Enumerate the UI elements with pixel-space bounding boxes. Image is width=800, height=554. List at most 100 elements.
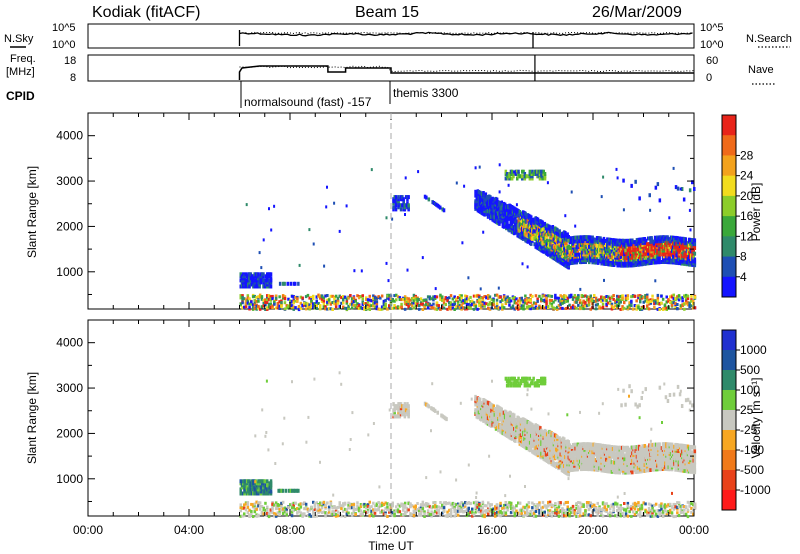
data-cell — [435, 301, 439, 305]
data-cell — [373, 508, 377, 512]
data-cell — [439, 513, 442, 517]
data-cell — [524, 383, 528, 388]
data-cell — [672, 293, 675, 297]
data-cell — [319, 501, 322, 505]
data-cell — [449, 503, 453, 507]
data-cell — [630, 505, 633, 508]
data-cell — [495, 504, 499, 507]
data-cell — [617, 303, 621, 307]
data-cell — [410, 301, 414, 305]
data-cell — [538, 501, 541, 505]
data-cell — [458, 297, 462, 301]
data-cell — [534, 294, 538, 298]
data-cell — [456, 507, 460, 511]
data-cell — [375, 296, 379, 300]
data-cell — [509, 306, 513, 310]
data-cell — [320, 297, 324, 301]
data-cell — [317, 293, 320, 297]
data-cell — [458, 294, 462, 297]
data-cell — [495, 510, 499, 514]
data-cell — [266, 294, 269, 298]
data-cell — [255, 296, 258, 299]
data-cell — [287, 304, 290, 308]
data-cell — [536, 172, 539, 176]
data-cell — [299, 502, 303, 506]
data-cell — [428, 505, 432, 509]
data-cell — [437, 204, 441, 209]
data-cell — [589, 506, 592, 510]
freq-left-tick-low: 8 — [70, 72, 76, 84]
data-cell — [372, 296, 375, 300]
data-cell — [292, 488, 295, 493]
data-cell — [262, 284, 265, 289]
data-cell — [442, 507, 446, 511]
data-cell — [262, 485, 265, 490]
data-cell — [547, 501, 550, 505]
data-cell — [677, 298, 681, 302]
data-cell — [322, 510, 326, 514]
data-cell — [409, 502, 412, 506]
data-cell — [499, 504, 502, 508]
data-cell — [667, 298, 670, 302]
data-cell — [505, 174, 509, 179]
data-cell — [368, 298, 371, 302]
data-cell — [634, 179, 637, 184]
data-cell — [531, 506, 534, 510]
data-cell — [531, 512, 534, 516]
data-cell — [421, 509, 425, 513]
data-cell — [406, 268, 409, 272]
data-cell — [382, 503, 386, 506]
data-cell — [517, 381, 520, 386]
data-cell — [334, 299, 338, 303]
data-cell — [455, 503, 458, 507]
data-cell — [241, 506, 244, 510]
data-cell — [649, 300, 653, 303]
data-cell — [650, 236, 653, 241]
data-cell — [418, 509, 421, 513]
data-cell — [241, 514, 244, 518]
data-cell — [267, 512, 271, 516]
data-cell — [529, 293, 532, 297]
data-cell — [260, 295, 264, 299]
data-cell — [591, 503, 594, 507]
data-cell — [406, 197, 409, 202]
data-cell — [494, 293, 497, 297]
data-cell — [667, 299, 670, 303]
data-cell — [281, 512, 285, 515]
data-cell — [670, 511, 674, 515]
data-cell — [522, 379, 525, 383]
data-cell — [290, 502, 294, 506]
data-cell — [253, 507, 257, 511]
data-cell — [626, 504, 630, 508]
data-cell — [521, 174, 524, 179]
data-cell — [264, 501, 267, 505]
data-cell — [262, 304, 265, 308]
data-cell — [610, 295, 614, 299]
data-cell — [455, 305, 458, 309]
data-cell — [405, 303, 409, 307]
data-cell — [441, 207, 444, 212]
data-cell — [259, 489, 263, 494]
data-cell — [426, 302, 430, 306]
data-cell — [651, 509, 654, 513]
data-cell — [646, 304, 649, 308]
data-cell — [514, 216, 517, 221]
data-cell — [359, 512, 363, 516]
data-cell — [483, 304, 486, 308]
data-cell — [649, 301, 653, 305]
data-cell — [317, 508, 320, 512]
data-cell — [308, 508, 311, 512]
data-cell — [277, 488, 280, 493]
data-cell — [274, 503, 278, 507]
data-cell — [400, 502, 403, 506]
data-cell — [471, 510, 474, 514]
data-cell — [242, 278, 245, 283]
data-cell — [631, 307, 635, 311]
data-cell — [693, 246, 697, 250]
data-cell — [679, 296, 683, 300]
data-cell — [345, 508, 349, 512]
data-cell — [522, 169, 525, 174]
data-cell — [399, 404, 403, 409]
data-cell — [532, 301, 536, 305]
data-cell — [280, 508, 283, 512]
